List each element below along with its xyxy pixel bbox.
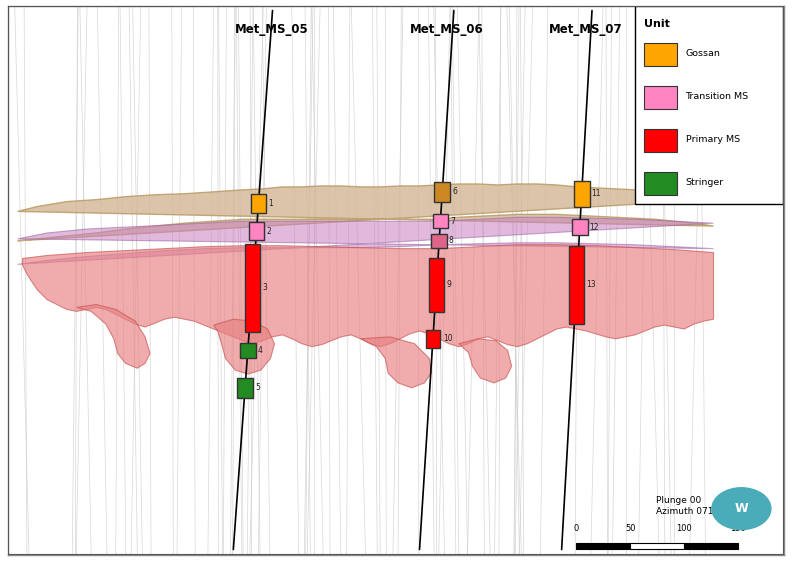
Bar [630, 542, 684, 549]
Text: 50: 50 [625, 524, 635, 533]
Text: 150: 150 [730, 524, 746, 533]
Polygon shape [77, 305, 150, 368]
Text: Stringer: Stringer [686, 178, 724, 187]
Text: 1: 1 [268, 199, 273, 208]
Bar [249, 222, 265, 240]
Text: W: W [734, 502, 748, 515]
Text: Plunge 00
Azimuth 071: Plunge 00 Azimuth 071 [656, 496, 714, 516]
Bar [577, 542, 630, 549]
Bar [432, 214, 448, 228]
Bar [250, 194, 266, 213]
Text: 4: 4 [257, 346, 262, 355]
Text: 12: 12 [589, 223, 599, 232]
Bar [435, 182, 450, 201]
Bar [635, 6, 782, 204]
Polygon shape [23, 245, 714, 347]
Text: 13: 13 [586, 280, 596, 289]
Text: 9: 9 [446, 280, 451, 289]
Polygon shape [17, 217, 714, 264]
Polygon shape [360, 337, 432, 388]
Polygon shape [459, 339, 512, 383]
Bar [574, 181, 589, 206]
Text: 5: 5 [255, 383, 260, 392]
Text: Met_MS_05: Met_MS_05 [235, 23, 309, 36]
Bar [8, 6, 784, 555]
Bar [645, 86, 677, 109]
Bar [684, 542, 738, 549]
Text: 3: 3 [262, 283, 267, 292]
Polygon shape [214, 319, 275, 374]
Text: Transition MS: Transition MS [686, 93, 748, 102]
Text: 6: 6 [452, 187, 457, 196]
Bar [645, 172, 677, 195]
Bar [238, 378, 253, 398]
Bar [569, 246, 584, 324]
Text: Gossan: Gossan [686, 49, 721, 58]
Text: 11: 11 [592, 189, 601, 198]
Bar [572, 219, 588, 235]
Text: 8: 8 [449, 236, 454, 245]
Bar [432, 234, 447, 247]
Bar [426, 330, 440, 348]
Bar [645, 43, 677, 66]
Text: Met_MS_06: Met_MS_06 [409, 23, 483, 36]
Text: 100: 100 [676, 524, 692, 533]
Text: Met_MS_07: Met_MS_07 [550, 23, 623, 36]
Bar [645, 129, 677, 152]
Text: 0: 0 [573, 524, 579, 533]
Text: Unit: Unit [645, 20, 670, 29]
Bar [240, 343, 256, 358]
Bar [428, 258, 444, 312]
Polygon shape [17, 184, 714, 241]
Text: 10: 10 [443, 334, 452, 343]
Bar [245, 243, 261, 332]
Text: 7: 7 [450, 217, 455, 226]
Circle shape [712, 488, 771, 530]
Text: 2: 2 [266, 227, 271, 236]
Text: Primary MS: Primary MS [686, 135, 740, 144]
